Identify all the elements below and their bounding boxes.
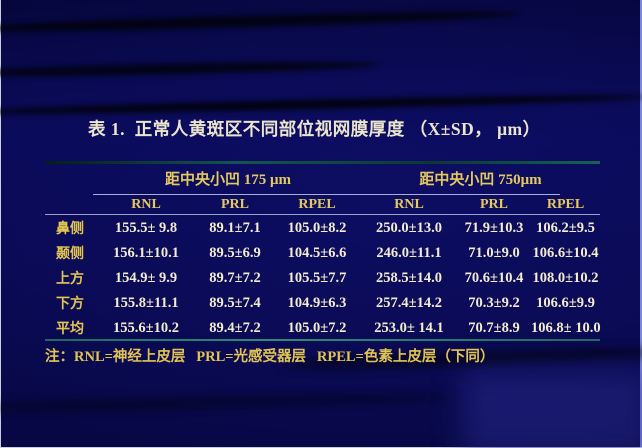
group-header-175um: 距中央小凹 175 μm <box>165 172 291 188</box>
background-streak <box>0 92 642 117</box>
background-glow <box>462 370 642 448</box>
data-cell: 106.6±9.9 <box>536 295 595 311</box>
row-label: 鼻侧 <box>56 220 84 236</box>
table-top-rule <box>45 161 600 164</box>
data-cell: 105.5±7.7 <box>287 270 347 286</box>
table-row-nasal: 鼻侧 155.5± 9.8 89.1±7.1 105.0±8.2 250.0±1… <box>45 216 600 241</box>
data-cell: 89.5±6.9 <box>209 245 261 261</box>
data-cell: 106.8± 10.0 <box>531 320 601 336</box>
data-cell: 70.6±10.4 <box>464 270 524 286</box>
data-cell: 104.9±6.3 <box>287 295 347 311</box>
row-label-spacer <box>45 168 95 192</box>
group-header-750um: 距中央小凹 750μm <box>419 172 542 188</box>
data-cell: 89.1±7.1 <box>209 220 261 236</box>
data-cell: 246.0±11.1 <box>376 245 442 261</box>
background-streak <box>0 8 521 35</box>
table-footnote: 注：RNL=神经上皮层 PRL=光感受器层 RPEL=色素上皮层（下同） <box>45 349 495 365</box>
data-cell: 105.0±7.2 <box>287 320 347 336</box>
data-cell: 89.7±7.2 <box>209 270 261 286</box>
data-cell: 89.5±7.4 <box>209 295 261 311</box>
data-cell: 250.0±13.0 <box>376 220 442 236</box>
data-cell: 257.4±14.2 <box>376 295 442 311</box>
data-cell: 105.0±8.2 <box>287 220 347 236</box>
data-cell: 156.1±10.1 <box>113 245 179 261</box>
column-header: RNL <box>394 197 424 212</box>
data-cell: 106.6±10.4 <box>532 245 599 261</box>
row-label-spacer <box>45 196 95 213</box>
data-cell: 258.5±14.0 <box>376 270 442 286</box>
data-cell: 71.0±9.0 <box>468 245 520 261</box>
group-header-underline <box>93 194 560 195</box>
data-cell: 155.6±10.2 <box>113 320 179 336</box>
retinal-thickness-table: 距中央小凹 175 μm 距中央小凹 750μm RNL PRL RPEL RN… <box>45 158 601 343</box>
row-label: 上方 <box>56 270 84 286</box>
column-header: PRL <box>480 197 508 212</box>
table-row-inferior: 下方 155.8±11.1 89.5±7.4 104.9±6.3 257.4±1… <box>45 291 600 316</box>
group-header-row: 距中央小凹 175 μm 距中央小凹 750μm <box>45 168 600 192</box>
column-header: RPEL <box>546 197 585 212</box>
data-cell: 70.7±8.9 <box>468 320 520 336</box>
data-cell: 89.4±7.2 <box>209 320 261 336</box>
row-label: 下方 <box>56 295 84 311</box>
table-bottom-rule <box>45 339 600 341</box>
table-row-temporal: 颞侧 156.1±10.1 89.5±6.9 104.5±6.6 246.0±1… <box>45 241 600 266</box>
data-cell: 108.0±10.2 <box>532 270 599 286</box>
data-cell: 70.3±9.2 <box>468 295 520 311</box>
data-cell: 106.2±9.5 <box>536 220 595 236</box>
column-header: RNL <box>131 197 161 212</box>
table-row-average: 平均 155.6±10.2 89.4±7.2 105.0±7.2 253.0± … <box>45 316 601 341</box>
background-streak <box>0 59 381 79</box>
column-header-underline <box>45 214 600 215</box>
column-header-row: RNL PRL RPEL RNL PRL RPEL <box>45 196 600 213</box>
data-cell: 253.0± 14.1 <box>374 320 444 336</box>
data-cell: 71.9±10.3 <box>464 220 524 236</box>
data-cell: 155.8±11.1 <box>113 295 179 311</box>
row-label: 颞侧 <box>56 245 84 261</box>
background-streak <box>0 391 461 415</box>
data-cell: 155.5± 9.8 <box>114 220 178 236</box>
data-cell: 154.9± 9.9 <box>114 270 178 286</box>
column-header: RPEL <box>298 197 336 212</box>
table-row-superior: 上方 154.9± 9.9 89.7±7.2 105.5±7.7 258.5±1… <box>45 266 600 291</box>
slide-title: 表 1. 正常人黄斑区不同部位视网膜厚度 （X±SD， μm） <box>88 119 541 139</box>
data-cell: 104.5±6.6 <box>287 245 347 261</box>
column-header: PRL <box>221 197 249 212</box>
row-label: 平均 <box>56 320 84 336</box>
